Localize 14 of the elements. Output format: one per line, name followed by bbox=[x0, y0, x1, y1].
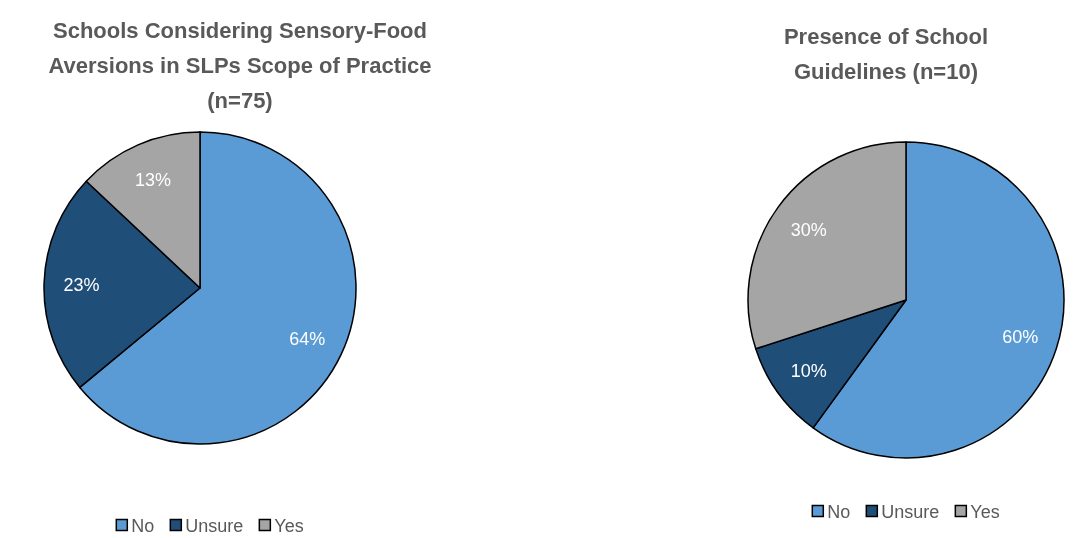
legend-label: Unsure bbox=[881, 502, 940, 523]
data-label: 13% bbox=[134, 169, 171, 190]
data-label: 23% bbox=[63, 274, 100, 295]
chart-title: Schools Considering Sensory-Food Aversions in SLPs Scope of Practice (n=75) bbox=[48, 17, 432, 114]
legend-label: No bbox=[131, 516, 155, 537]
legend-label: Unsure bbox=[185, 516, 244, 537]
legend-label: No bbox=[827, 502, 851, 523]
legend-label: Yes bbox=[274, 516, 304, 537]
data-label: 64% bbox=[289, 328, 326, 349]
chart-title: Presence of School Guidelines (n=10) bbox=[783, 23, 989, 84]
legend-label: Yes bbox=[970, 502, 1000, 523]
data-label: 30% bbox=[790, 219, 827, 240]
data-label: 10% bbox=[790, 360, 827, 381]
data-label: 60% bbox=[1002, 327, 1039, 348]
